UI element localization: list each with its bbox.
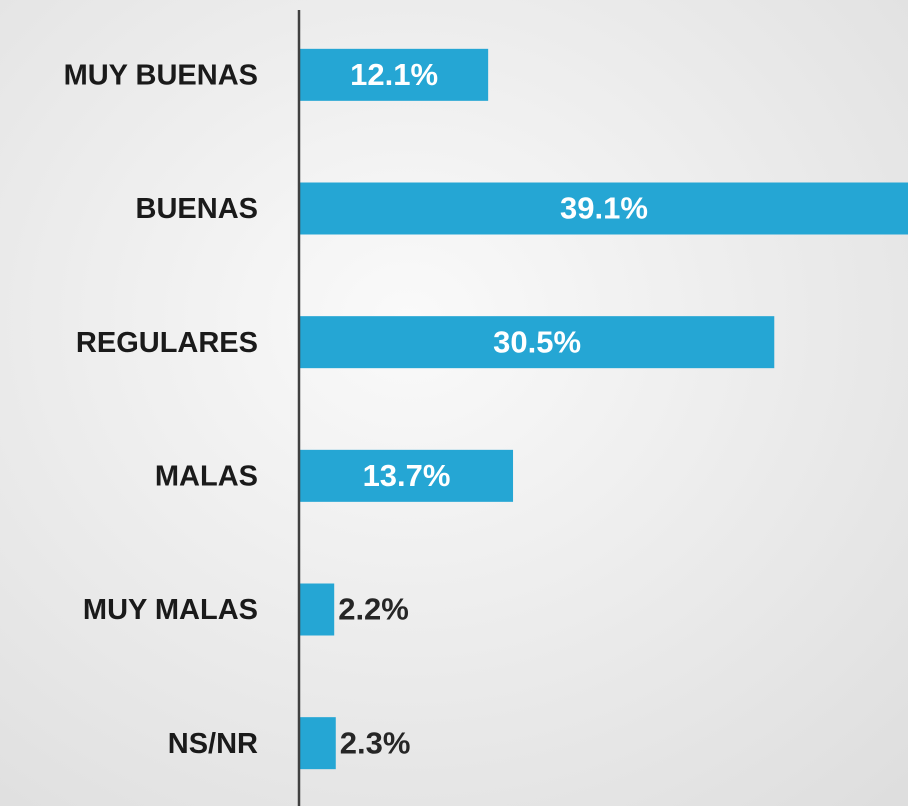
value-label: 2.3% [340,725,411,760]
y-tick-label: BUENAS [136,193,258,225]
bar [300,583,335,636]
y-tick-label: NS/NR [168,728,258,760]
y-tick-label: REGULARES [76,327,258,359]
value-label: 2.2% [338,592,409,627]
bar [300,717,336,770]
value-label: 39.1% [560,191,648,226]
value-label: 13.7% [363,458,451,493]
bar [300,48,489,101]
value-label: 12.1% [350,57,438,92]
bar [300,316,775,369]
bar [300,449,514,502]
y-tick-label: MUY MALAS [83,594,258,626]
value-label: 30.5% [493,324,581,359]
y-tick-label: MUY BUENAS [64,59,258,91]
bar [300,182,908,235]
y-tick-label: MALAS [155,460,258,492]
